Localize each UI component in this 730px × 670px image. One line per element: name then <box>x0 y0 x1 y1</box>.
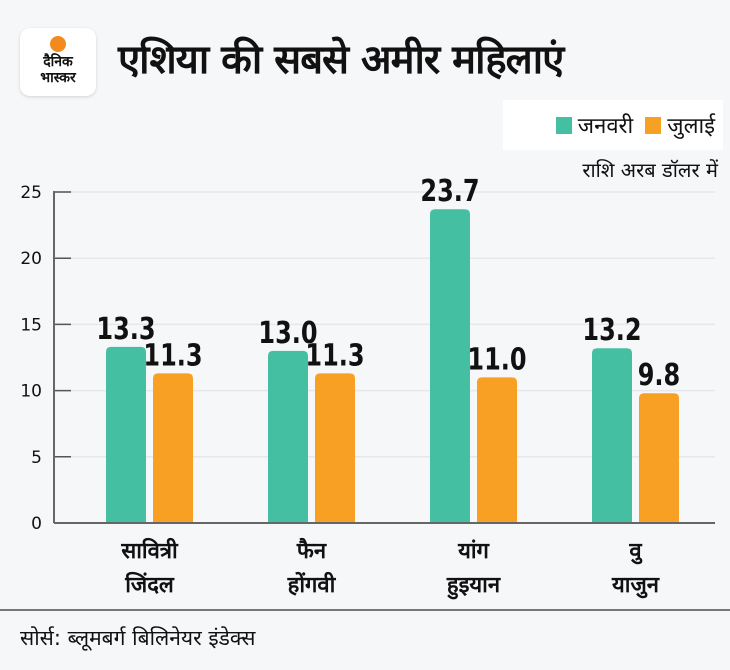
bar <box>639 393 679 523</box>
chart-title: एशिया की सबसे अमीर महिलाएं <box>118 37 564 83</box>
category-label: फैन <box>296 537 327 564</box>
unit-note: राशि अरब डॉलर में <box>582 158 718 182</box>
y-tick-label: 0 <box>31 514 42 534</box>
data-label: 11.0 <box>467 343 526 377</box>
category-label: जिंदल <box>124 571 175 598</box>
bar <box>106 346 146 523</box>
sun-icon <box>50 36 66 52</box>
category-label: सावित्री <box>120 537 179 564</box>
y-tick-label: 25 <box>20 183 42 203</box>
logo-text-2: भास्कर <box>40 70 76 86</box>
category-label: हुइयान <box>446 573 501 600</box>
bar <box>153 373 193 523</box>
bar-chart: 051015202513.311.3सावित्रीजिंदल13.011.3फ… <box>20 175 715 600</box>
legend: जनवरी जुलाई <box>503 100 723 150</box>
logo-text-1: दैनिक <box>43 54 73 70</box>
bar <box>268 350 308 523</box>
y-tick-label: 10 <box>20 382 42 402</box>
bar <box>430 209 470 523</box>
legend-label-july: जुलाई <box>667 114 715 139</box>
data-label: 23.7 <box>420 175 479 209</box>
legend-swatch-january <box>555 116 572 134</box>
y-tick-label: 20 <box>20 249 42 269</box>
legend-swatch-july <box>645 116 662 134</box>
bar <box>315 373 355 523</box>
bar <box>477 377 517 523</box>
legend-label-january: जनवरी <box>577 114 634 139</box>
category-label: होंगवी <box>287 571 337 598</box>
data-label: 13.0 <box>258 316 317 350</box>
data-label: 11.3 <box>305 339 364 373</box>
category-label: यांग <box>457 539 490 564</box>
data-label: 13.3 <box>96 312 155 346</box>
y-tick-label: 15 <box>20 315 42 335</box>
category-label: वु <box>628 539 642 565</box>
category-label: याजुन <box>611 573 660 599</box>
source-note: सोर्स: ब्लूमबर्ग बिलिनेयर इंडेक्स <box>20 626 256 650</box>
divider <box>0 609 730 611</box>
bar <box>592 348 632 523</box>
y-tick-label: 5 <box>31 448 42 468</box>
data-label: 9.8 <box>638 359 681 393</box>
data-label: 11.3 <box>143 339 202 373</box>
data-label: 13.2 <box>582 314 641 348</box>
dainik-bhaskar-logo: दैनिक भास्कर <box>20 28 96 96</box>
